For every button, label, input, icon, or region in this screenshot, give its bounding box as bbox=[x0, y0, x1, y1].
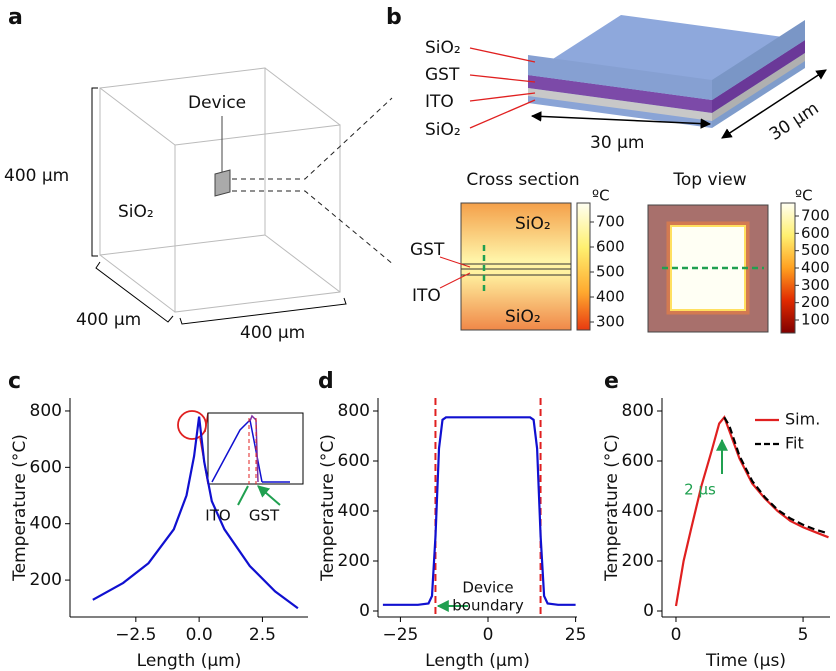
panel-label: b bbox=[386, 5, 402, 30]
y-tick-label: 800 bbox=[338, 401, 370, 421]
y-tick-label: 200 bbox=[30, 570, 62, 590]
layer-label: SiO₂ bbox=[425, 120, 461, 140]
colorbar-unit: ºC bbox=[592, 187, 610, 205]
annotation: boundary bbox=[452, 597, 524, 615]
colorbar-tick-label: 700 bbox=[596, 213, 625, 231]
x-tick-label: 0.0 bbox=[186, 625, 213, 645]
dimension-label: 30 μm bbox=[766, 98, 823, 144]
annotation-arrow bbox=[237, 486, 281, 506]
x-tick-label: 25 bbox=[565, 625, 587, 645]
colorbar-tick-label: 100 bbox=[801, 311, 830, 329]
colorbar bbox=[780, 202, 796, 334]
y-tick-label: 600 bbox=[622, 451, 654, 471]
colorbar-tick-label: 400 bbox=[801, 259, 830, 277]
annotation: Device bbox=[462, 579, 513, 597]
y-axis-label: Temperature (°C) bbox=[318, 434, 338, 582]
colorbar-tick-label: 700 bbox=[801, 207, 830, 225]
annotation: 2 μs bbox=[684, 481, 716, 499]
colorbar-tick-label: 200 bbox=[801, 293, 830, 311]
x-axis-label: Time (μs) bbox=[705, 651, 786, 671]
y-tick-label: 200 bbox=[338, 551, 370, 571]
dimension-arrow bbox=[721, 69, 827, 139]
x-tick-label: 0 bbox=[483, 625, 494, 645]
x-tick-label: −25 bbox=[382, 625, 418, 645]
panel-label: a bbox=[8, 5, 23, 30]
inset-boundary bbox=[248, 418, 257, 484]
y-tick-label: 600 bbox=[338, 451, 370, 471]
colorbar-tick-label: 300 bbox=[801, 276, 830, 294]
panel-label: e bbox=[604, 369, 619, 394]
y-tick-label: 0 bbox=[643, 601, 654, 621]
pointer bbox=[439, 256, 471, 268]
y-tick-label: 400 bbox=[622, 501, 654, 521]
zoom-lines bbox=[232, 97, 395, 266]
dimension-label: 400 μm bbox=[4, 166, 69, 186]
x-tick-label: 0 bbox=[671, 625, 682, 645]
y-axis-label: Temperature (°C) bbox=[10, 434, 30, 582]
colorbar-tick-label: 600 bbox=[596, 238, 625, 256]
region-label: ITO bbox=[412, 286, 441, 306]
inset-curve bbox=[249, 414, 259, 483]
dimension-arrow bbox=[530, 111, 712, 129]
annotation: ITO bbox=[205, 507, 230, 525]
colorbar-tick-label: 300 bbox=[596, 313, 625, 331]
x-axis-label: Length (μm) bbox=[137, 651, 242, 671]
layer-lines bbox=[461, 263, 571, 276]
y-tick-label: 800 bbox=[622, 401, 654, 421]
dimension-bracket bbox=[95, 261, 174, 323]
dimension-label: 400 μm bbox=[240, 323, 305, 343]
colorbar bbox=[576, 202, 591, 331]
y-tick-label: 200 bbox=[622, 551, 654, 571]
panel-label: c bbox=[8, 369, 21, 394]
region-label: GST bbox=[410, 240, 445, 260]
x-tick-label: 2.5 bbox=[249, 625, 276, 645]
colorbar-tick-label: 600 bbox=[801, 224, 830, 242]
colorbar-tick-label: 500 bbox=[801, 241, 830, 259]
pointer bbox=[439, 272, 471, 289]
dimension-label: 400 μm bbox=[76, 310, 141, 330]
layer-pointers bbox=[469, 47, 536, 129]
dimension-label: 30 μm bbox=[590, 133, 644, 153]
y-tick-label: 400 bbox=[30, 514, 62, 534]
heatmap bbox=[460, 202, 572, 331]
region-label: SiO₂ bbox=[505, 307, 541, 327]
device-label: Device bbox=[188, 93, 246, 113]
line-series bbox=[674, 415, 829, 607]
y-tick-label: 400 bbox=[338, 501, 370, 521]
dimension-bracket bbox=[179, 297, 347, 325]
x-axis-label: Length (μm) bbox=[425, 651, 530, 671]
y-axis-label: Temperature (°C) bbox=[602, 434, 622, 582]
colorbar-tick-label: 400 bbox=[596, 288, 625, 306]
x-tick-label: −2.5 bbox=[115, 625, 156, 645]
subpanel-title: Top view bbox=[672, 170, 746, 190]
layer-label: ITO bbox=[425, 92, 454, 112]
y-tick-label: 0 bbox=[359, 601, 370, 621]
y-tick-label: 600 bbox=[30, 457, 62, 477]
layer-label: GST bbox=[425, 65, 460, 85]
line-series bbox=[723, 416, 829, 535]
legend-label: Sim. bbox=[785, 410, 820, 429]
line-series bbox=[92, 416, 299, 610]
material-label: SiO₂ bbox=[118, 202, 154, 222]
layer-label: SiO₂ bbox=[425, 38, 461, 58]
legend-label: Fit bbox=[785, 434, 804, 453]
colorbar-unit: ºC bbox=[795, 187, 813, 205]
line-series bbox=[382, 416, 576, 606]
cube bbox=[99, 67, 341, 313]
dimension-bracket bbox=[91, 87, 98, 257]
subpanel-title: Cross section bbox=[466, 170, 579, 190]
panel-label: d bbox=[318, 369, 334, 394]
colorbar-tick-label: 500 bbox=[596, 263, 625, 281]
device bbox=[214, 169, 231, 197]
y-tick-label: 800 bbox=[30, 401, 62, 421]
region-label: SiO₂ bbox=[515, 214, 551, 234]
annotation: GST bbox=[249, 507, 280, 525]
x-tick-label: 5 bbox=[798, 625, 809, 645]
